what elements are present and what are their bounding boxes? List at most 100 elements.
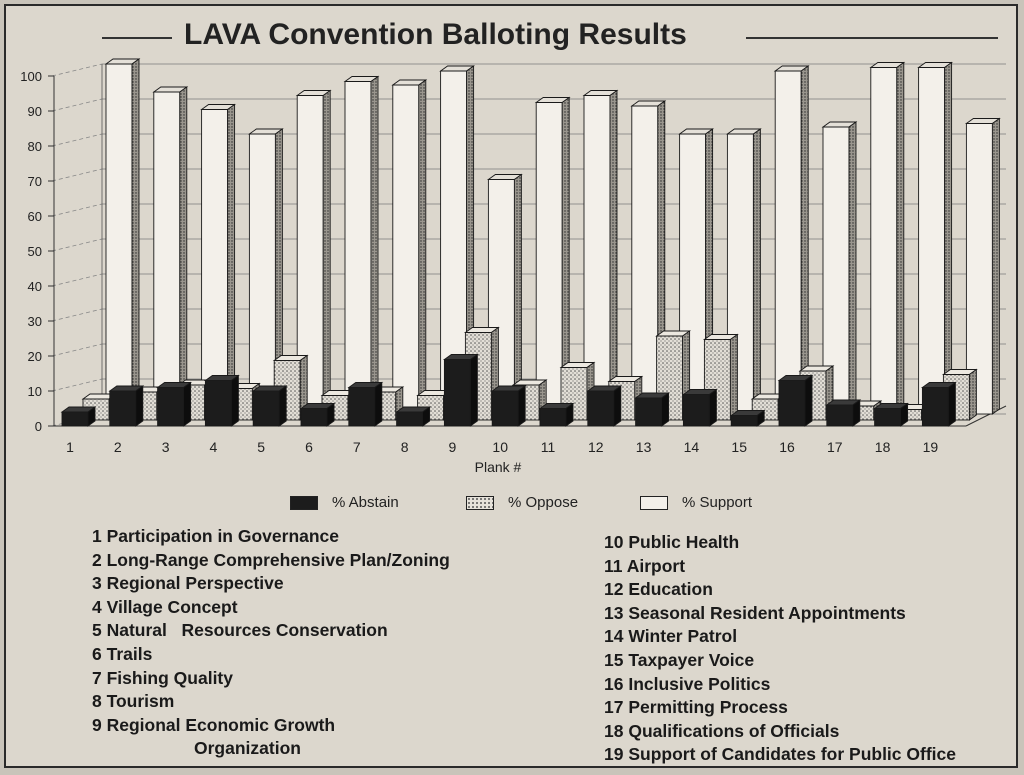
- plank-item: 14 Winter Patrol: [604, 626, 738, 647]
- abstain-bar: [681, 388, 718, 427]
- abstain-bar: [60, 406, 97, 427]
- x-tick-label: 15: [731, 439, 747, 455]
- y-tick-label: 80: [28, 139, 42, 154]
- abstain-bar: [920, 381, 957, 427]
- support-bar: [630, 100, 667, 415]
- support-bar: [200, 103, 237, 415]
- y-tick-label: 40: [28, 279, 42, 294]
- depth-guide: [51, 238, 103, 252]
- abstain-bar: [251, 385, 288, 427]
- legend-support-label: % Support: [682, 494, 753, 511]
- plank-item: 19 Support of Candidates for Public Offi…: [604, 744, 956, 765]
- support-bar: [582, 89, 619, 415]
- x-tick-label: 17: [827, 439, 843, 455]
- depth-guide: [51, 63, 103, 77]
- support-bar: [391, 79, 428, 415]
- x-tick-label: 4: [210, 439, 218, 455]
- abstain-bar: [108, 385, 145, 427]
- y-tick-label: 50: [28, 244, 42, 259]
- abstain-bar: [490, 385, 527, 427]
- abstain-bar: [156, 381, 193, 427]
- abstain-bar: [299, 402, 336, 427]
- abstain-bar: [777, 374, 814, 427]
- depth-guide: [51, 133, 103, 147]
- chart-title: LAVA Convention Balloting Results: [178, 18, 693, 52]
- x-tick-label: 12: [588, 439, 604, 455]
- abstain-bar: [825, 399, 862, 427]
- x-tick-label: 6: [305, 439, 313, 455]
- abstain-bar: [395, 406, 432, 427]
- support-bar: [104, 58, 141, 415]
- plank-item: 18 Qualifications of Officials: [604, 720, 840, 741]
- x-axis-label: Plank #: [475, 459, 522, 475]
- y-tick-label: 0: [35, 419, 42, 434]
- abstain-bar: [442, 353, 479, 427]
- abstain-bar: [634, 392, 671, 427]
- y-tick-label: 10: [28, 384, 42, 399]
- plank-item: 1 Participation in Governance: [92, 526, 340, 546]
- support-bar: [486, 173, 523, 415]
- y-tick-label: 60: [28, 209, 42, 224]
- plank-continuation-text: Organization: [194, 738, 301, 759]
- abstain-bar: [586, 385, 623, 427]
- document-page: LAVA Convention Balloting Results 0 10 20 3…: [4, 4, 1018, 768]
- x-tick-label: 3: [162, 439, 170, 455]
- abstain-bar: [873, 402, 910, 427]
- plank-item: 11 Airport: [604, 555, 686, 576]
- y-tick-label: 30: [28, 314, 42, 329]
- support-bar: [534, 96, 571, 415]
- plank-item: 8 Tourism: [92, 691, 175, 712]
- legend-abstain-label: % Abstain: [332, 494, 399, 511]
- support-bar: [917, 61, 954, 415]
- x-tick-label: 16: [779, 439, 795, 455]
- plank-item: 12 Education: [604, 579, 713, 600]
- abstain-bar: [538, 402, 575, 427]
- plank-item: 16 Inclusive Politics: [604, 673, 771, 694]
- y-tick-label: 20: [28, 349, 42, 364]
- depth-guide: [51, 378, 103, 392]
- abstain-swatch: [290, 495, 318, 510]
- x-tick-label: 13: [636, 439, 652, 455]
- plank-item: 5 Natural Resources Conservation: [92, 620, 388, 641]
- support-bar: [964, 117, 1001, 415]
- legend-abstain: % Abstain: [290, 494, 399, 511]
- support-swatch: [640, 495, 668, 510]
- title-rule-right: [746, 37, 998, 39]
- depth-guide: [51, 273, 103, 287]
- x-tick-label: 2: [114, 439, 122, 455]
- plank-item: 10 Public Health: [604, 532, 740, 552]
- plank-list-left: 1 Participation in Governance 2 Long-Ran…: [92, 525, 450, 761]
- x-tick-label: 10: [492, 439, 508, 455]
- x-tick-label: 1: [66, 439, 74, 455]
- abstain-bar: [347, 381, 384, 427]
- support-bar: [152, 86, 189, 415]
- y-tick-label: 70: [28, 174, 42, 189]
- plank-item: 2 Long-Range Comprehensive Plan/Zoning: [92, 549, 450, 570]
- depth-guide: [51, 98, 103, 112]
- x-tick-label: 18: [875, 439, 891, 455]
- x-tick-label: 8: [401, 439, 409, 455]
- x-tick-label: 9: [449, 439, 457, 455]
- support-bar: [773, 65, 810, 415]
- plank-item: 9 Regional Economic Growth: [92, 714, 336, 735]
- plank-item: 13 Seasonal Resident Appointments: [604, 602, 906, 623]
- plank-item: 4 Village Concept: [92, 596, 238, 617]
- support-bar: [869, 61, 906, 415]
- oppose-swatch: [466, 495, 494, 510]
- x-tick-label: 19: [923, 439, 939, 455]
- abstain-bar: [729, 409, 766, 427]
- depth-guide: [51, 168, 103, 182]
- legend-oppose-label: % Oppose: [508, 494, 579, 511]
- y-tick-label: 90: [28, 104, 42, 119]
- plank-item-continuation: Organization: [92, 737, 450, 761]
- y-tick-label: 100: [20, 69, 42, 84]
- x-tick-label: 14: [684, 439, 700, 455]
- depth-guide: [51, 343, 103, 357]
- plank-item: 7 Fishing Quality: [92, 667, 233, 688]
- plank-item: 3 Regional Perspective: [92, 573, 284, 594]
- legend-support: % Support: [640, 494, 752, 511]
- depth-guide: [51, 203, 103, 217]
- plank-item: 17 Permitting Process: [604, 697, 788, 718]
- title-rule-left: [102, 37, 172, 39]
